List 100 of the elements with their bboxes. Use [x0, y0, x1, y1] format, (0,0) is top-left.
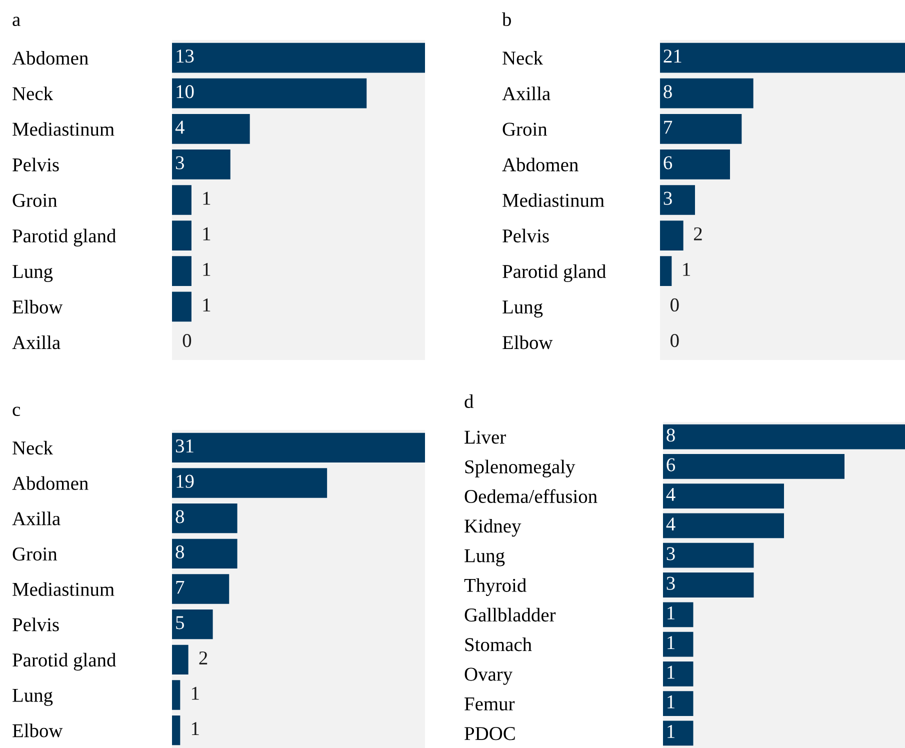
bar	[663, 513, 784, 538]
data-label: 1	[192, 722, 199, 736]
bar	[663, 691, 694, 716]
bar	[172, 574, 230, 604]
y-tick-label: Parotid gland	[12, 228, 116, 246]
data-label: 0	[670, 334, 679, 348]
y-tick-label: Abdomen	[12, 476, 88, 490]
y-tick-label: Femur	[464, 698, 515, 710]
y-tick-label: Mediastinum	[12, 122, 114, 136]
data-label: 8	[176, 510, 184, 524]
y-tick-label: Pelvis	[12, 618, 59, 632]
data-label: 1	[203, 192, 210, 205]
data-label: 1	[192, 686, 199, 700]
data-label: 1	[668, 725, 674, 738]
data-label: 13	[176, 50, 194, 63]
bar	[663, 632, 694, 657]
data-label: 1	[203, 227, 210, 240]
y-tick-label: Oedema/effusion	[464, 489, 598, 504]
bar	[172, 78, 367, 108]
data-label: 1	[203, 298, 210, 312]
y-tick-label: Elbow	[502, 335, 553, 350]
y-tick-label: Groin	[12, 548, 58, 561]
y-tick-label: Thyroid	[464, 578, 526, 596]
data-label: 1	[683, 262, 690, 276]
data-label: 3	[664, 192, 672, 205]
y-tick-label: Lung	[502, 300, 543, 318]
y-tick-label: Groin	[502, 122, 548, 136]
bar	[663, 720, 694, 746]
data-label: 0	[182, 334, 192, 348]
data-label: 8	[664, 85, 672, 98]
data-label: 3	[176, 156, 184, 170]
y-tick-label: Neck	[12, 440, 54, 455]
bar	[172, 644, 188, 675]
bar	[172, 114, 250, 144]
data-label: 5	[176, 616, 184, 630]
y-tick-label: Liver	[464, 430, 506, 444]
bar	[660, 185, 695, 215]
bar	[172, 185, 192, 215]
bar	[660, 114, 742, 144]
bar	[172, 42, 425, 73]
y-tick-label: Lung	[12, 688, 53, 706]
text: c	[12, 406, 20, 416]
y-tick-label: Axilla	[12, 512, 60, 526]
y-tick-label: PDOC	[464, 727, 515, 740]
y-tick-label: Gallbladder	[464, 608, 556, 622]
y-tick-label: Pelvis	[502, 228, 549, 242]
data-label: 6	[664, 156, 672, 170]
y-tick-label: Kidney	[464, 518, 522, 537]
y-tick-label: Parotid gland	[502, 264, 606, 282]
data-label: 1	[668, 636, 674, 649]
bar	[172, 680, 180, 710]
y-tick-label: Lung	[464, 549, 505, 566]
y-tick-label: Pelvis	[12, 158, 59, 172]
y-tick-label: Neck	[502, 51, 544, 65]
data-label: 10	[176, 85, 194, 98]
bar	[172, 468, 328, 498]
bar	[172, 256, 192, 286]
bar	[663, 661, 694, 686]
y-tick-label: Parotid gland	[12, 652, 116, 671]
bar	[172, 292, 192, 322]
y-tick-label: Axilla	[502, 86, 550, 100]
bar	[660, 256, 672, 286]
text: d	[464, 394, 474, 408]
y-tick-label: Elbow	[12, 300, 63, 314]
y-tick-label: Abdomen	[502, 158, 578, 172]
data-label: 6	[666, 458, 676, 472]
y-tick-label: Ovary	[464, 668, 513, 685]
bar	[663, 572, 754, 598]
chart-title: b	[502, 12, 511, 26]
y-tick-label: Groin	[12, 194, 58, 207]
data-label: 3	[666, 547, 675, 560]
data-label: 3	[666, 576, 675, 590]
data-label: 21	[664, 50, 682, 62]
data-label: 2	[199, 651, 208, 664]
bar	[172, 220, 192, 250]
bar	[172, 715, 180, 746]
data-label: 2	[694, 227, 702, 240]
chart-title: a	[12, 16, 20, 26]
data-label: 8	[666, 428, 675, 442]
y-tick-label: Neck	[12, 86, 54, 100]
bar	[663, 484, 784, 509]
bar	[172, 609, 213, 640]
data-label: 7	[176, 580, 184, 594]
data-label: 4	[666, 488, 676, 501]
y-tick-label: Elbow	[12, 724, 63, 738]
y-tick-label: Stomach	[465, 638, 532, 652]
bar	[663, 542, 754, 568]
y-tick-label: Mediastinum	[502, 193, 604, 207]
data-label: 31	[176, 439, 194, 453]
bar	[172, 150, 230, 180]
data-label: 7	[664, 120, 672, 134]
bar	[660, 150, 730, 180]
bar	[172, 432, 425, 463]
bar	[660, 78, 754, 108]
data-label: 4	[666, 518, 676, 530]
data-label: 0	[670, 298, 679, 312]
bar	[663, 602, 694, 628]
y-tick-label: Axilla	[12, 335, 60, 350]
data-label: 1	[203, 262, 210, 276]
data-label: 8	[176, 545, 184, 559]
